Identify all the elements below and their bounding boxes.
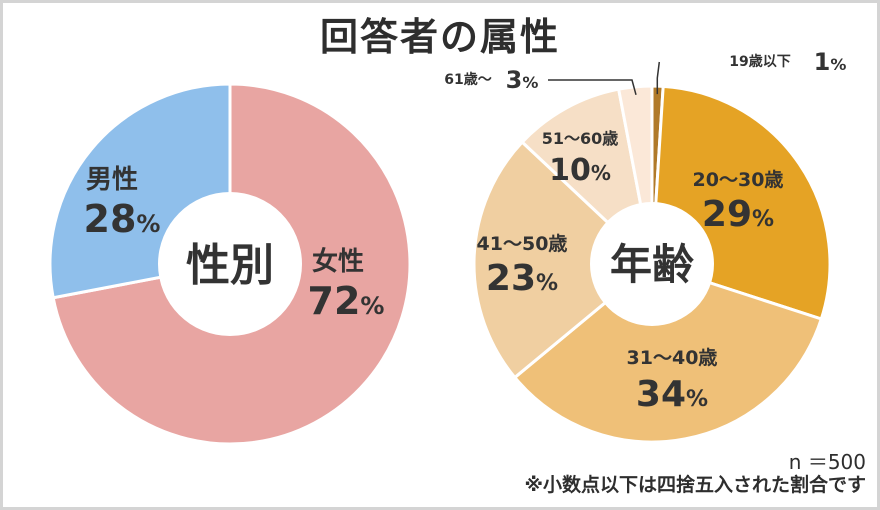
slice-label: 男性 bbox=[86, 165, 138, 195]
slice-value: 3% bbox=[506, 66, 539, 94]
slice-value: 28% bbox=[84, 197, 161, 241]
pie-slice bbox=[512, 262, 824, 444]
leader-line bbox=[656, 61, 661, 95]
pie-center-label: 年齢 bbox=[610, 240, 694, 289]
slice-label: 31～40歳 bbox=[627, 347, 718, 369]
slice-label: 20～30歳 bbox=[693, 169, 784, 191]
slice-label: 女性 bbox=[312, 246, 364, 277]
slice-value: 72% bbox=[308, 279, 385, 323]
slice-label: 41～50歳 bbox=[477, 233, 568, 255]
pie-center-label: 性別 bbox=[186, 240, 274, 291]
slice-label: 19歳以下 bbox=[729, 53, 790, 70]
donut-hole bbox=[158, 192, 302, 336]
slice-value: 34% bbox=[636, 374, 708, 415]
slice-value: 29% bbox=[702, 194, 774, 235]
pie-slice bbox=[472, 140, 655, 380]
age-pie: 年齢 20～30歳 29% 31～40歳 34% 41～50歳 23% 51～60歳 10% 19… bbox=[444, 48, 847, 444]
rounding-note: ※小数点以下は四捨五入された割合です bbox=[524, 474, 866, 496]
sample-size: n ＝500 bbox=[788, 450, 866, 474]
slice-label: 61歳～ bbox=[444, 71, 491, 88]
chart-title: 回答者の属性 bbox=[319, 15, 560, 59]
slice-value: 23% bbox=[486, 258, 558, 299]
leader-line bbox=[548, 79, 637, 95]
slice-value: 10% bbox=[549, 153, 611, 188]
slice-value: 1% bbox=[814, 48, 847, 76]
donut-hole bbox=[590, 202, 714, 326]
slice-label: 51～60歳 bbox=[542, 129, 619, 148]
